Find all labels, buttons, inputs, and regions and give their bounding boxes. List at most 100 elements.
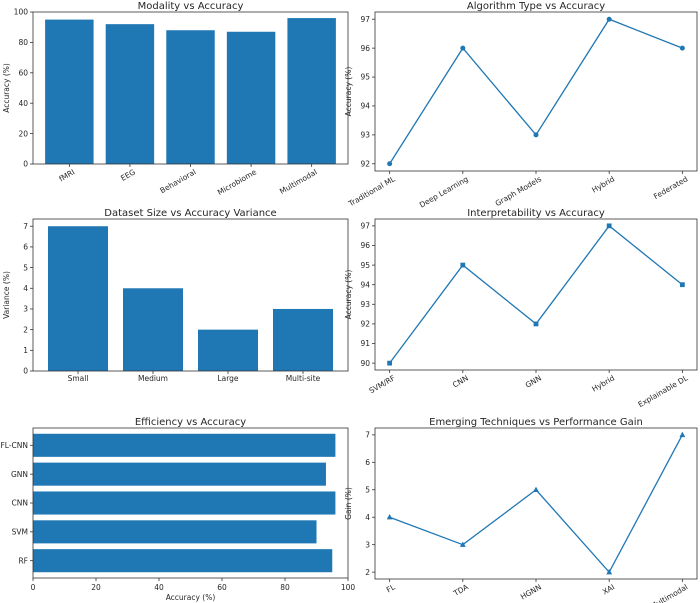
y-tick-label: 94 [360,280,370,289]
x-tick-label: Small [68,374,89,383]
data-point [386,514,393,520]
x-tick-label: Traditional ML [346,174,397,209]
data-point [679,282,685,288]
chart-title: Efficiency vs Accuracy [135,417,246,428]
chart-panel-4: Interpretability vs Accuracy 90 91 92 93 94 95… [344,208,698,409]
data-point [606,223,612,229]
data-point [459,541,466,547]
axes-frame [374,11,698,172]
bar [33,491,336,515]
y-tick-label: 4 [23,284,28,293]
data-point [606,16,612,22]
series-line [389,224,683,364]
y-tick-label: 60 [18,69,28,78]
bar [33,520,317,544]
bar [33,433,336,457]
y-tick-label: 2 [365,568,370,577]
y-axis-label: Accuracy (%) [2,63,11,113]
chart-title: Algorithm Type vs Accuracy [467,1,605,12]
chart-title: Interpretability vs Accuracy [467,208,605,219]
y-tick-label: 100 [14,8,29,17]
series-line [389,434,683,574]
data-point [533,132,539,138]
x-tick-label: Multimodal [649,582,690,603]
axes-frame [374,218,698,371]
data-point [387,360,393,366]
y-axis-label: Accuracy (%) [344,270,353,320]
x-tick-label: Large [217,374,238,383]
data-point [533,321,539,327]
bar [33,462,326,486]
y-tick-label: 0 [23,160,28,169]
x-tick-label: TDA [451,582,470,598]
x-tick-label: CNN [451,373,470,389]
data-point [679,45,685,51]
chart-panel-1: Modality vs Accuracy 0 20 40 60 80 100 fMRI EEG B… [2,1,349,197]
axes-frame [374,427,698,580]
chart-panel-6: Emerging Techniques vs Performance Gain 2… [344,417,698,603]
chart-panel-3: Dataset Size vs Accuracy Variance 0 1 2 3 4 5 6… [2,208,349,383]
x-tick-label: 100 [341,583,356,592]
x-tick-label: Graph Models [494,174,543,208]
x-tick-label: Behavioral [158,167,197,195]
bar [198,329,258,371]
x-tick-label: GNN [524,373,543,389]
y-tick-label: 95 [360,261,370,270]
data-point [460,45,466,51]
y-tick-label: 6 [23,243,28,252]
chart-panel-5: Efficiency vs Accuracy RF SVM CNN GNN FL-CNN 0… [0,417,355,602]
chart-title: Modality vs Accuracy [138,1,244,12]
chart-title: Emerging Techniques vs Performance Gain [429,417,643,428]
data-point [679,431,686,438]
y-tick-label: SVM [12,528,28,537]
series-line [389,18,683,165]
y-tick-label: 97 [360,222,370,231]
bar [45,19,94,164]
y-tick-label: 94 [360,102,370,111]
y-tick-label: 20 [18,129,28,138]
x-tick-label: Hybrid [590,174,616,194]
y-tick-label: 97 [360,15,370,24]
y-tick-label: 90 [360,359,370,368]
x-tick-label: Multimodal [278,167,319,196]
y-tick-label: 96 [360,44,370,53]
chart-title: Dataset Size vs Accuracy Variance [104,208,276,219]
y-tick-label: 92 [360,159,370,168]
bar [123,288,183,371]
x-tick-label: fMRI [58,167,77,183]
x-tick-label: 40 [154,583,164,592]
x-tick-label: FL [385,582,398,594]
x-tick-label: Microbiome [216,167,259,197]
y-tick-label: CNN [12,499,28,508]
y-tick-label: 80 [18,38,28,47]
y-tick-label: RF [18,556,28,565]
y-tick-label: 91 [360,339,370,348]
y-tick-label: 92 [360,320,370,329]
y-tick-label: 0 [23,367,28,376]
axes-frame [32,218,349,372]
x-tick-label: 0 [31,583,36,592]
x-tick-label: 80 [280,583,290,592]
x-tick-label: HGNN [519,582,543,601]
bar [33,549,333,573]
x-tick-label: Medium [138,374,168,383]
bar [273,308,333,371]
x-tick-label: 20 [91,583,101,592]
y-tick-label: 2 [23,325,28,334]
data-point [533,486,539,492]
x-tick-label: Multi-site [286,374,321,383]
x-tick-label: Federated [652,174,690,201]
x-tick-label: EEG [119,167,137,183]
y-axis-label: Variance (%) [2,271,11,319]
bar [48,226,108,371]
axes-frame [32,427,349,579]
x-tick-label: Explainable DL [636,373,690,409]
y-tick-label: GNN [11,470,28,479]
y-axis-label: Accuracy (%) [344,67,353,117]
y-tick-label: 40 [18,99,28,108]
y-tick-label: 1 [23,346,28,355]
y-tick-label: 5 [365,485,370,494]
bar [287,18,336,164]
y-tick-label: 3 [365,540,370,549]
